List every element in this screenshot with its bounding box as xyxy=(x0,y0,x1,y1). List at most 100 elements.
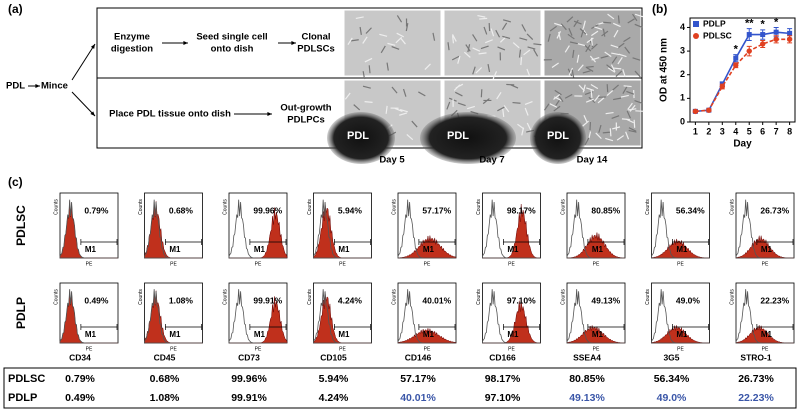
cell xyxy=(573,20,582,25)
cell xyxy=(607,13,615,20)
series-line xyxy=(695,38,790,113)
marker-label: CD105 xyxy=(320,352,347,362)
y-tick-label: 0 xyxy=(680,116,685,126)
arrow-head xyxy=(267,112,272,116)
x-tick-label: 3 xyxy=(720,126,725,136)
cell xyxy=(634,13,643,18)
cell xyxy=(553,105,561,112)
point xyxy=(773,36,779,42)
cell xyxy=(566,16,574,23)
cell xyxy=(606,89,614,96)
cell xyxy=(353,104,361,111)
axis-label: Counts xyxy=(222,289,228,305)
cell xyxy=(497,106,505,112)
day-label: Day 14 xyxy=(577,155,608,166)
axis-label: Counts xyxy=(560,199,566,215)
cell xyxy=(399,37,406,45)
cell xyxy=(586,37,594,44)
legend-marker xyxy=(693,21,699,27)
axis-label: PE xyxy=(508,261,515,267)
marker-label: STRO-1 xyxy=(740,352,771,362)
cell xyxy=(502,108,505,118)
gate xyxy=(672,239,709,245)
point xyxy=(786,36,793,42)
cell xyxy=(605,111,614,115)
arrow-head xyxy=(291,41,296,45)
cell xyxy=(497,46,506,51)
flow-step: Seed single cell xyxy=(196,32,267,43)
axis-label: Counts xyxy=(391,199,397,215)
cell xyxy=(603,21,612,24)
table-cell: 1.08% xyxy=(150,392,180,404)
significance: * xyxy=(734,44,739,56)
cell xyxy=(551,62,559,69)
cell xyxy=(616,135,625,141)
cell xyxy=(502,35,511,40)
gate xyxy=(249,324,287,330)
isotype-histogram xyxy=(651,199,710,259)
cell xyxy=(526,68,531,77)
gate xyxy=(503,239,540,245)
cell xyxy=(411,120,418,128)
cell xyxy=(364,101,373,103)
gate xyxy=(756,239,794,245)
table-cell: 26.73% xyxy=(738,373,774,385)
cell xyxy=(582,120,589,127)
y-tick-label: 3 xyxy=(680,45,685,55)
cell xyxy=(547,33,551,42)
isotype-histogram xyxy=(735,199,794,259)
x-tick-label: 4 xyxy=(733,126,738,136)
point xyxy=(733,55,739,61)
cell xyxy=(490,28,495,37)
gate xyxy=(418,239,456,245)
cell xyxy=(582,28,588,36)
cell xyxy=(571,69,575,78)
cell xyxy=(362,85,371,89)
cell xyxy=(585,98,594,103)
cell xyxy=(512,42,520,49)
cell xyxy=(611,52,620,56)
flow-step: PDLSCs xyxy=(297,44,334,55)
gate xyxy=(80,324,118,330)
point xyxy=(746,48,752,54)
percent-label: 49.0% xyxy=(676,295,701,305)
cell xyxy=(396,15,403,23)
cell xyxy=(482,98,490,105)
axis-label: Counts xyxy=(391,289,397,305)
cell xyxy=(590,37,593,46)
gate xyxy=(503,324,540,330)
cell xyxy=(560,23,567,31)
cell xyxy=(568,67,574,76)
point xyxy=(692,108,699,115)
isotype-histogram xyxy=(144,199,203,259)
cell xyxy=(634,99,643,104)
table-cell: 56.34% xyxy=(654,373,690,385)
cell xyxy=(634,70,641,78)
gate xyxy=(165,239,202,245)
cell xyxy=(627,102,633,110)
cell xyxy=(526,33,534,41)
cell xyxy=(387,42,396,46)
cell xyxy=(589,55,597,63)
marker-label: CD166 xyxy=(489,352,516,362)
isotype-histogram xyxy=(228,199,287,259)
cell xyxy=(615,70,623,78)
panel-label: (b) xyxy=(652,2,667,16)
cell xyxy=(395,36,403,44)
point xyxy=(733,62,739,68)
axis-label: PE xyxy=(255,346,262,352)
cell xyxy=(391,86,398,94)
cell xyxy=(582,70,591,74)
cell xyxy=(472,34,478,42)
table-row-label: PDLP xyxy=(8,392,37,404)
gate-label: M1 xyxy=(85,245,97,254)
cell xyxy=(627,18,635,24)
cell xyxy=(628,127,637,132)
marker-label: CD34 xyxy=(69,352,91,362)
cell xyxy=(447,42,450,51)
gate xyxy=(756,324,794,330)
axis-label: PE xyxy=(170,346,177,352)
cell xyxy=(424,63,431,71)
gate-label: M1 xyxy=(676,330,688,339)
